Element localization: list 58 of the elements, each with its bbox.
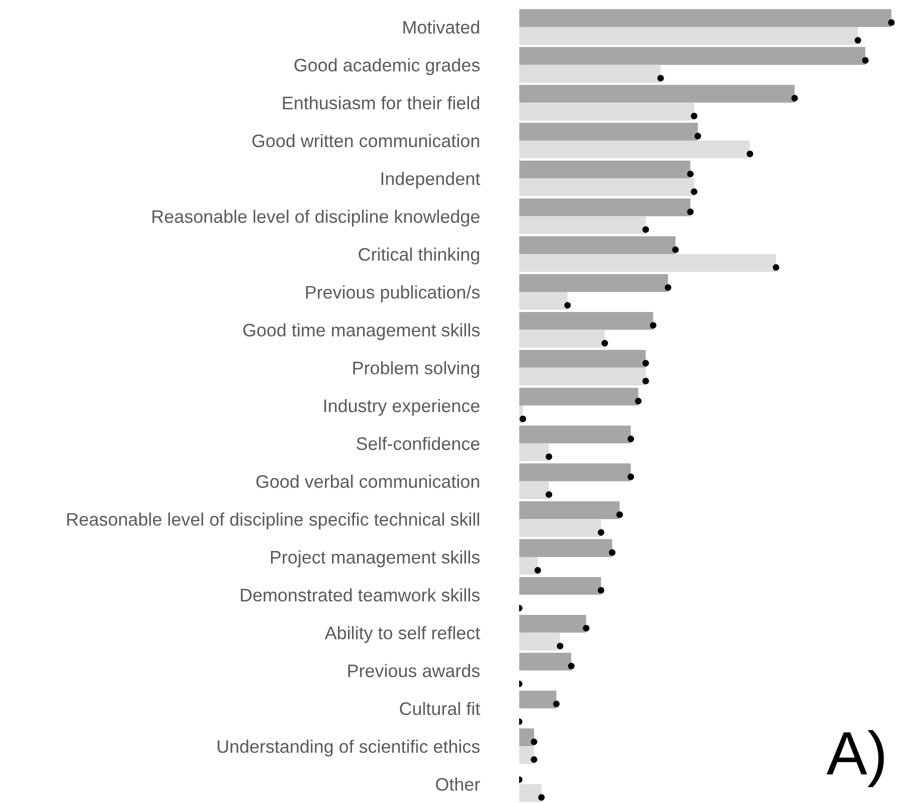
y-tick-label: Enthusiasm for their field <box>283 96 480 110</box>
bar <box>519 216 646 234</box>
bar <box>519 84 795 103</box>
bar <box>519 140 750 158</box>
bar <box>519 330 605 348</box>
y-tick-label: Reasonable level of discipline specific technical skill <box>67 512 480 530</box>
y-tick-label: Previous publication/s <box>306 285 480 302</box>
y-tick-label: Other <box>436 778 480 791</box>
y-tick-label: Industry experience <box>324 398 480 416</box>
y-tick-label: Project management skills <box>271 550 480 568</box>
bar <box>519 577 602 595</box>
y-tick-label: Understanding of scientific ethics <box>218 740 480 757</box>
bar <box>519 102 694 120</box>
bar <box>519 501 620 520</box>
y-tick-label: Ability to self reflect <box>324 626 480 643</box>
bar <box>519 426 631 444</box>
bar <box>519 784 542 802</box>
bar <box>519 9 892 27</box>
bar <box>519 26 858 45</box>
y-tick-label: Good academic grades <box>294 58 480 76</box>
bar <box>519 236 676 254</box>
bar <box>519 64 661 83</box>
bar <box>519 292 568 310</box>
bar <box>519 160 690 178</box>
y-tick-label: Demonstrated teamwork skills <box>240 588 480 602</box>
bar <box>519 519 602 537</box>
y-tick-label: Problem solving <box>353 361 480 378</box>
bar <box>519 746 534 764</box>
y-tick-label: Reasonable level of discipline knowledge <box>152 210 480 227</box>
y-tick-label: Previous awards <box>348 664 480 678</box>
y-tick-label: Motivated <box>403 20 480 34</box>
y-tick-label: Independent <box>382 172 480 189</box>
y-tick-label: Critical thinking <box>358 248 480 264</box>
bar <box>519 443 549 462</box>
bar <box>519 254 776 272</box>
bar <box>519 350 646 368</box>
bar <box>519 481 549 500</box>
bar <box>519 539 612 557</box>
bar <box>519 690 556 708</box>
bar <box>519 312 654 330</box>
y-tick-label: Good verbal communication <box>256 474 480 488</box>
bar <box>519 274 668 292</box>
y-tick-label: Good written communication <box>252 134 480 148</box>
y-tick-label: Good time management skills <box>243 323 480 340</box>
bar <box>519 388 638 406</box>
bar <box>519 652 572 671</box>
bar <box>519 368 646 386</box>
bar <box>519 556 538 575</box>
bar <box>519 178 694 196</box>
bar <box>519 463 631 482</box>
bar <box>519 614 586 633</box>
bar <box>519 632 560 650</box>
bar <box>519 47 866 65</box>
y-tick-label: Self-confidence <box>356 436 480 450</box>
annotation: A) <box>826 730 884 788</box>
bar <box>519 198 690 216</box>
bar <box>519 122 698 141</box>
y-tick-label: Cultural fit <box>400 702 480 716</box>
